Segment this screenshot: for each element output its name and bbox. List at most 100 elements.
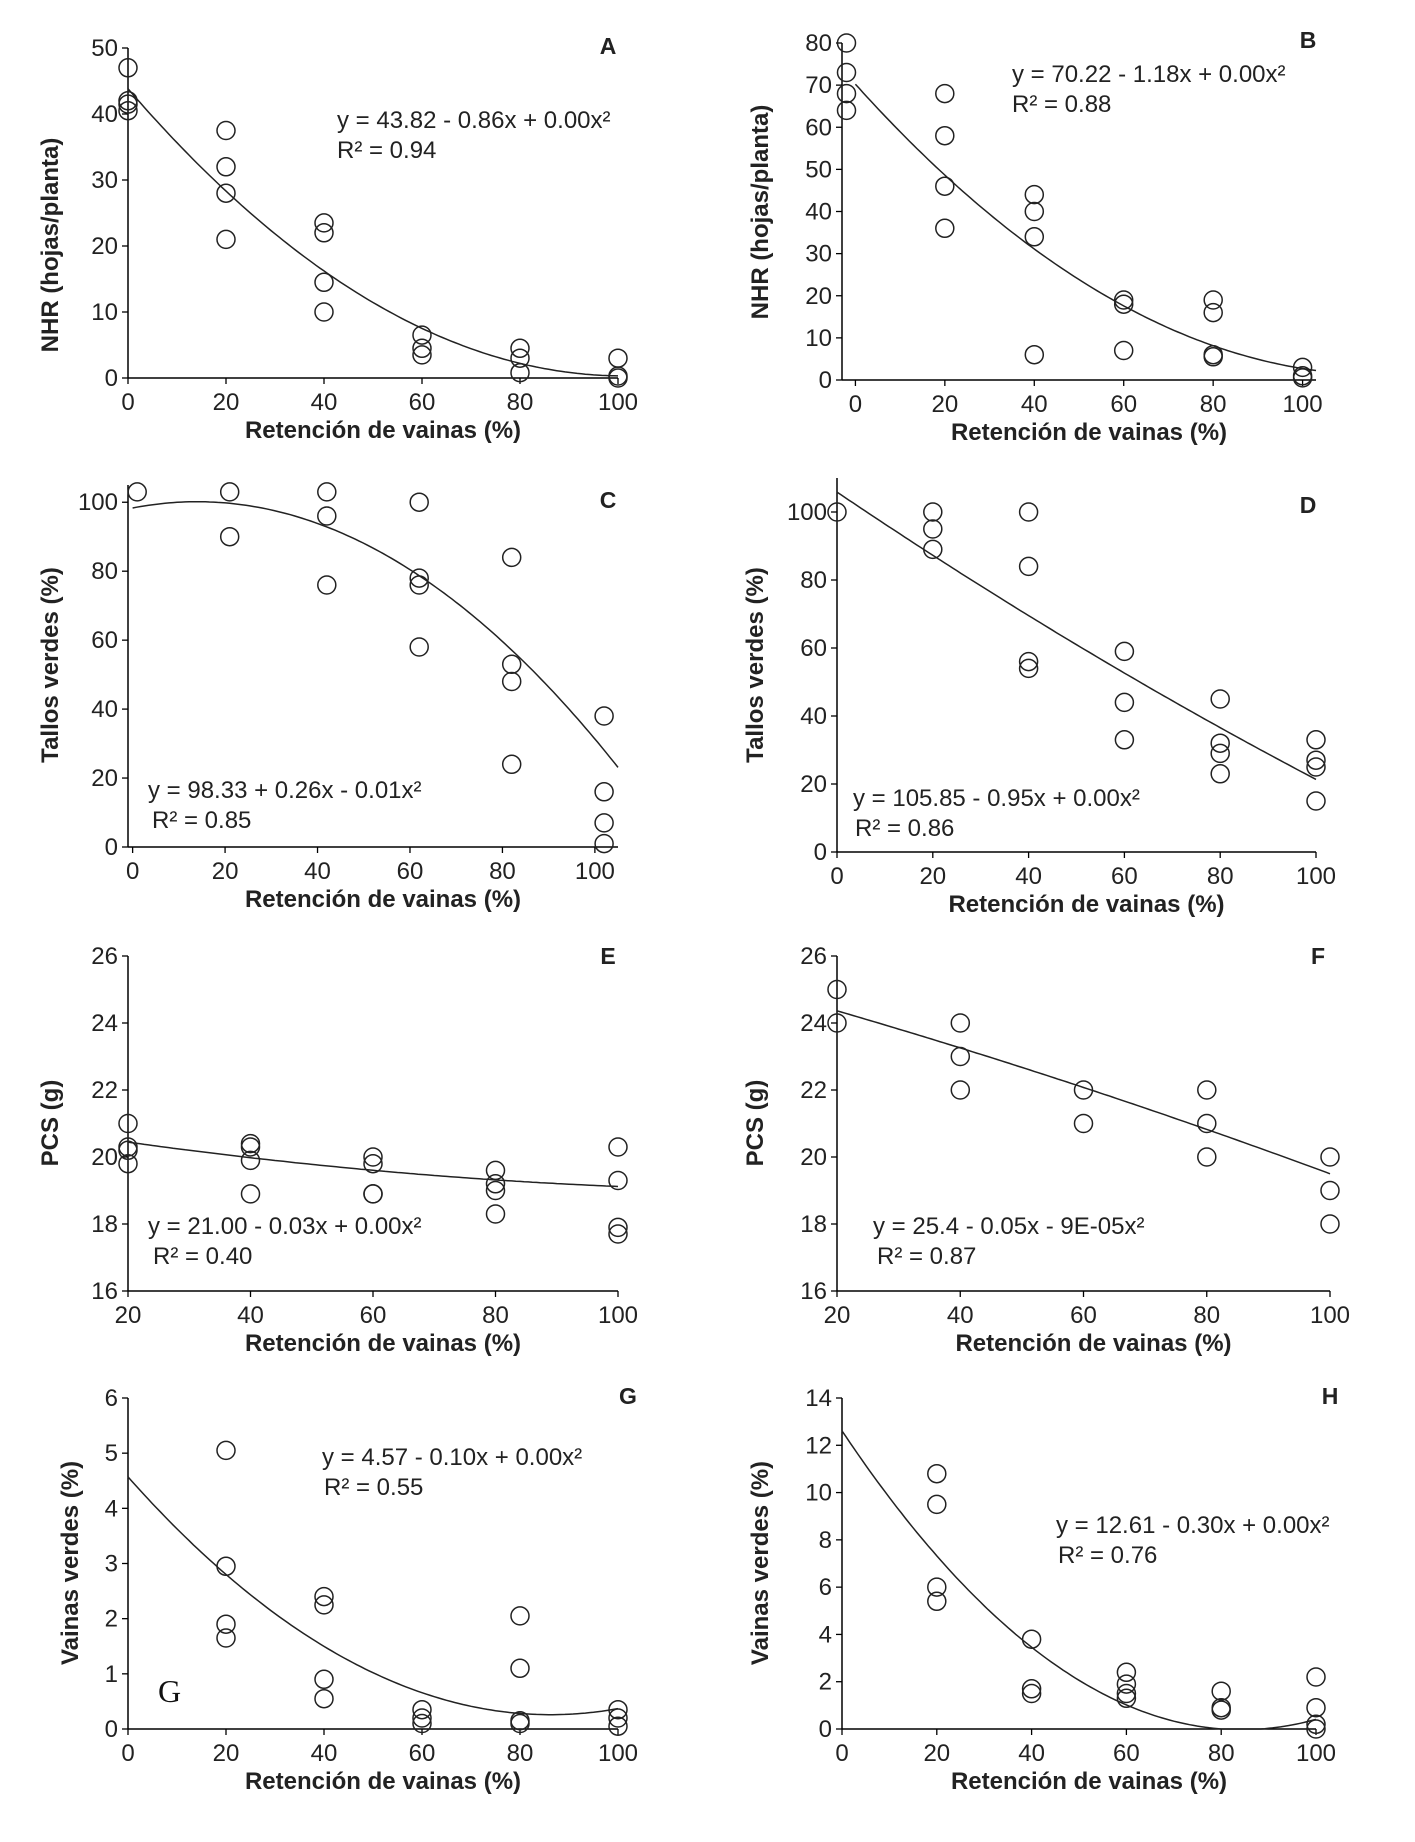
panel-d-r-squared: R² = 0.86 — [855, 815, 954, 842]
panel-b-x-axis-label: Retención de vainas (%) — [951, 419, 1227, 446]
panel-g-data-point — [510, 1658, 530, 1679]
panel-e-y-tick-label: 22 — [91, 1077, 118, 1104]
panel-c-y-tick-label: 80 — [91, 558, 118, 585]
panel-a-y-tick-label: 30 — [91, 167, 118, 194]
panel-h-y-tick-label: 8 — [819, 1527, 832, 1554]
panel-b-y-tick-label: 10 — [805, 325, 832, 352]
panel-g-data-point — [216, 1440, 236, 1461]
panel-c-data-point — [409, 637, 429, 657]
panel-f-y-tick-label: 20 — [800, 1144, 827, 1171]
panel-e: 16 18 20 22 24 26 20 40 60 80 100 Retención de vain… — [37, 943, 638, 1357]
panel-b-y-tick-label: 80 — [805, 30, 832, 57]
panel-e-data-point — [608, 1137, 628, 1157]
panel-e-y-tick-label: 16 — [91, 1278, 118, 1305]
panel-c-data-point — [219, 526, 240, 547]
panel-d-y-tick-label: 80 — [800, 567, 827, 594]
panel-d-data-point — [1210, 689, 1230, 709]
panel-b-data-point — [1024, 344, 1045, 365]
panel-c-data-point — [501, 671, 522, 692]
panel-d-data-point — [1210, 764, 1230, 784]
panel-f-data-point — [950, 1080, 971, 1100]
panel-b-data-point — [836, 100, 857, 121]
panel-h-data-point — [1021, 1629, 1042, 1649]
panel-f-x-tick-label: 60 — [1070, 1302, 1097, 1329]
panel-e-y-tick-label: 24 — [91, 1010, 118, 1037]
panel-c-x-tick-label: 80 — [489, 858, 516, 885]
panel-g-equation: y = 4.57 - 0.10x + 0.00x² — [322, 1444, 582, 1471]
panel-f-x-tick-label: 20 — [824, 1302, 851, 1329]
panel-h-x-tick-label: 40 — [1018, 1740, 1045, 1767]
panel-b-data-point — [935, 83, 955, 104]
panel-c-x-tick-label: 40 — [304, 858, 331, 885]
panel-a-x-axis-label: Retención de vainas (%) — [245, 417, 521, 444]
panel-c: 0 20 40 60 80 100 0 20 40 60 80 100 Retención de vai… — [37, 482, 619, 913]
panel-f-y-tick-label: 24 — [800, 1010, 827, 1037]
panel-e-data-point — [485, 1204, 506, 1224]
panel-e-data-point — [363, 1153, 383, 1174]
panel-e-fit-curve — [127, 1141, 619, 1188]
panel-f-data-point — [1197, 1080, 1217, 1100]
panel-f-fit-curve — [836, 1010, 1331, 1175]
panel-a-data-point — [118, 58, 138, 78]
panel-g-y-axis-label: Vainas verdes (%) — [57, 1461, 84, 1665]
panel-e-data-point — [608, 1217, 628, 1238]
panel-b-y-tick-label: 30 — [805, 241, 832, 268]
panel-e-x-axis-label: Retención de vainas (%) — [245, 1330, 521, 1357]
panel-b-x-tick-label: 20 — [931, 391, 958, 418]
panel-e-x-tick-label: 100 — [598, 1302, 638, 1329]
panel-a-data-point — [412, 338, 432, 359]
panel-h-y-tick-label: 10 — [805, 1480, 832, 1507]
panel-b-data-point — [1113, 290, 1134, 310]
panel-g-data-point — [412, 1708, 432, 1728]
panel-a-y-tick-label: 20 — [91, 233, 118, 260]
panel-h-x-axis-label: Retención de vainas (%) — [951, 1768, 1227, 1795]
panel-g-x-tick-label: 40 — [311, 1740, 338, 1767]
panel-b-data-point — [836, 83, 857, 104]
panel-f-y-tick-label: 16 — [800, 1278, 827, 1305]
panel-f-x-tick-label: 40 — [947, 1302, 974, 1329]
panel-b-data-point — [1113, 294, 1134, 314]
panel-d-x-tick-label: 20 — [919, 863, 946, 890]
panel-h-y-tick-label: 2 — [819, 1669, 832, 1696]
panel-d-data-point — [1114, 692, 1135, 713]
panel-c-y-tick-label: 40 — [91, 696, 118, 723]
panel-e-data-point — [118, 1153, 138, 1174]
panel-g-y-tick-label: 0 — [105, 1716, 118, 1743]
panel-d-data-point — [827, 502, 847, 522]
panel-e-data-point — [363, 1184, 383, 1204]
panel-a-y-tick-label: 0 — [105, 365, 118, 392]
panel-g-letter: G — [619, 1383, 637, 1409]
panel-b-y-tick-label: 50 — [805, 156, 832, 183]
panel-f: 16 18 20 22 24 26 20 40 60 80 100 Retención de vain… — [742, 943, 1350, 1357]
panel-c-x-tick-label: 60 — [397, 858, 424, 885]
panel-a-x-tick-label: 40 — [311, 389, 338, 416]
panel-b-data-point — [1203, 347, 1223, 367]
panel-c-data-point — [501, 654, 522, 675]
panel-a-data-point — [216, 157, 236, 177]
panel-a-x-tick-label: 100 — [598, 389, 638, 416]
panel-b-data-point — [1292, 357, 1313, 378]
panel-f-data-point — [1320, 1214, 1340, 1234]
panel-h-x-tick-label: 100 — [1296, 1740, 1336, 1767]
panel-c-x-tick-label: 0 — [126, 858, 139, 885]
panel-d-y-tick-label: 60 — [800, 635, 827, 662]
panel-e-data-point — [118, 1140, 138, 1161]
panel-b: 0 10 20 30 40 50 60 70 80 0 20 40 60 80 100 Retención d… — [747, 27, 1323, 446]
panel-f-data-point — [1073, 1113, 1094, 1134]
panel-g-x-tick-label: 20 — [213, 1740, 240, 1767]
panel-h-y-tick-label: 14 — [805, 1385, 832, 1412]
panel-d-data-point — [1210, 743, 1230, 764]
panel-c-fit-curve — [132, 500, 619, 768]
panel-h-fit-curve — [841, 1430, 1317, 1730]
panel-f-x-axis-label: Retención de vainas (%) — [955, 1330, 1231, 1357]
panel-c-y-tick-label: 60 — [91, 627, 118, 654]
panel-c-letter: C — [600, 487, 617, 513]
panel-e-letter: E — [600, 943, 615, 969]
panel-e-data-point — [608, 1170, 628, 1191]
panel-h-y-tick-label: 4 — [819, 1621, 832, 1648]
panel-g-y-tick-label: 2 — [105, 1606, 118, 1633]
panel-d-x-tick-label: 60 — [1111, 863, 1138, 890]
panel-b-x-tick-label: 80 — [1200, 391, 1227, 418]
panel-a-y-tick-label: 10 — [91, 299, 118, 326]
